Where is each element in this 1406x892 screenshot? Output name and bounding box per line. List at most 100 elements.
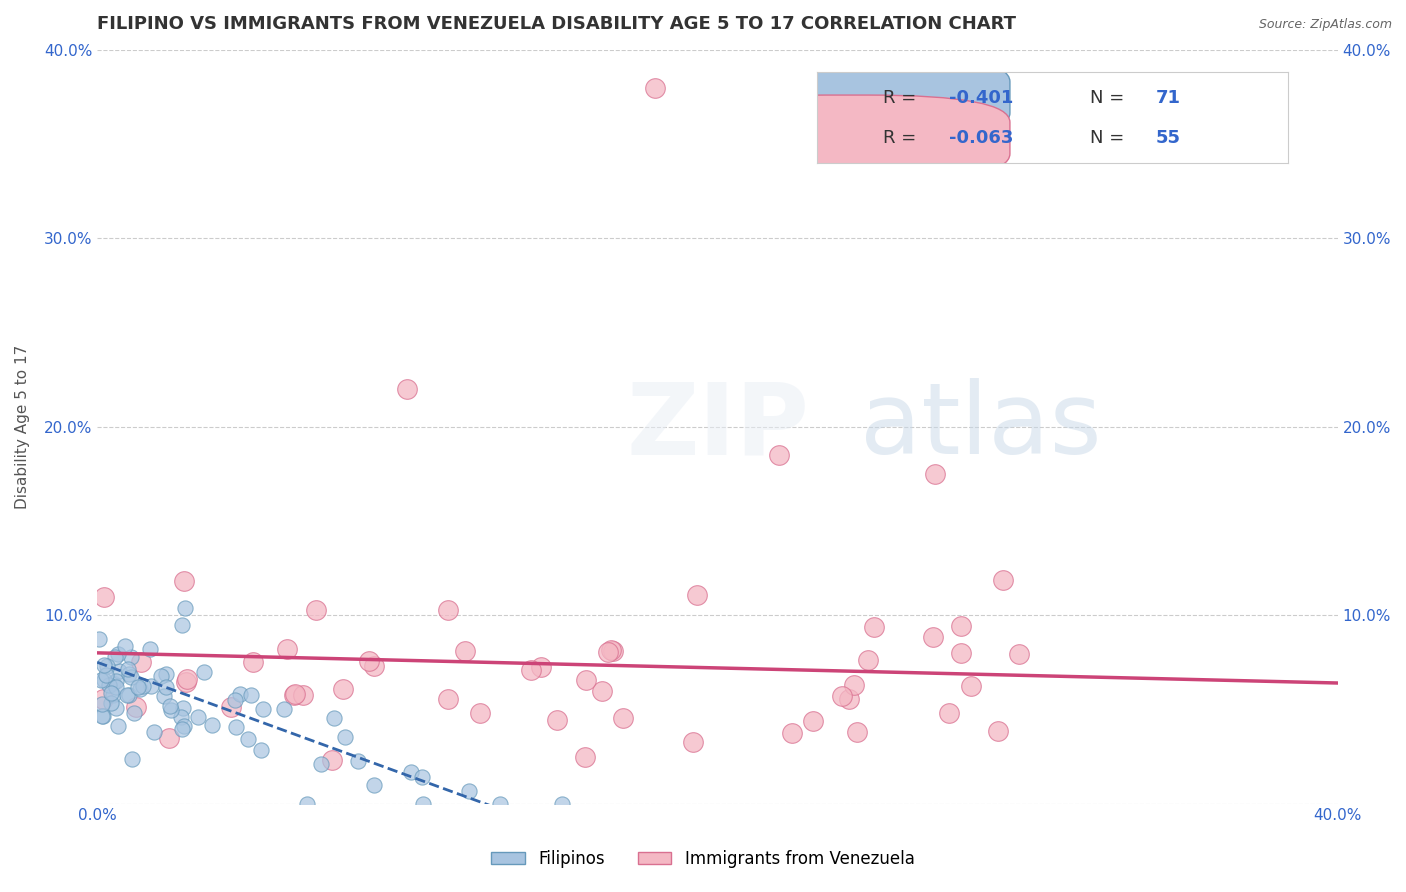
Point xyxy=(176,672,198,686)
Point xyxy=(602,644,624,658)
Point xyxy=(121,752,143,766)
Point xyxy=(1008,647,1031,661)
Point xyxy=(363,778,385,792)
Text: ZIP: ZIP xyxy=(626,378,808,475)
Point xyxy=(239,688,262,702)
Point xyxy=(236,731,259,746)
Point xyxy=(283,688,305,702)
Point xyxy=(600,643,623,657)
Point xyxy=(838,691,860,706)
Point xyxy=(118,666,141,681)
Point xyxy=(295,797,318,811)
Point xyxy=(321,753,343,767)
Point xyxy=(335,730,357,744)
Point xyxy=(129,655,152,669)
Point xyxy=(276,641,298,656)
Point xyxy=(120,649,142,664)
Point xyxy=(105,673,128,688)
Point xyxy=(520,663,543,677)
Point xyxy=(292,688,315,702)
Y-axis label: Disability Age 5 to 17: Disability Age 5 to 17 xyxy=(15,344,30,508)
Point xyxy=(803,714,825,728)
Point xyxy=(159,698,181,713)
Point xyxy=(160,703,183,717)
Point xyxy=(768,448,790,462)
Point xyxy=(938,706,960,720)
Point xyxy=(225,720,247,734)
Point xyxy=(960,679,983,693)
Point xyxy=(530,660,553,674)
Point xyxy=(224,693,246,707)
Point xyxy=(591,684,613,698)
Point xyxy=(173,574,195,588)
Point xyxy=(108,665,131,679)
Point xyxy=(100,686,122,700)
Point xyxy=(93,691,115,706)
Text: Source: ZipAtlas.com: Source: ZipAtlas.com xyxy=(1258,18,1392,31)
Point xyxy=(172,701,194,715)
Point xyxy=(201,718,224,732)
Point xyxy=(780,726,803,740)
Point xyxy=(598,645,620,659)
Point xyxy=(242,655,264,669)
Point xyxy=(399,764,422,779)
Point xyxy=(125,699,148,714)
Point xyxy=(153,689,176,703)
Point xyxy=(686,588,709,602)
Point xyxy=(107,647,129,661)
Point xyxy=(128,681,150,696)
Point xyxy=(174,675,197,690)
Point xyxy=(118,688,141,702)
Point xyxy=(993,573,1015,587)
Point xyxy=(120,670,142,684)
Point xyxy=(93,673,115,687)
Point xyxy=(842,678,865,692)
Point xyxy=(101,676,124,690)
Point xyxy=(987,724,1010,739)
Point xyxy=(155,680,177,694)
Point xyxy=(139,641,162,656)
Point xyxy=(104,650,127,665)
Point xyxy=(187,710,209,724)
Point xyxy=(831,689,853,703)
Point xyxy=(101,688,124,702)
Point xyxy=(489,797,512,811)
Point xyxy=(193,665,215,679)
Point xyxy=(332,681,354,696)
Point xyxy=(98,678,121,692)
Point xyxy=(149,669,172,683)
Point xyxy=(89,673,111,687)
Point xyxy=(612,711,634,725)
Point xyxy=(172,617,194,632)
Point xyxy=(250,743,273,757)
Point xyxy=(437,603,460,617)
Point xyxy=(644,80,666,95)
Point xyxy=(412,797,434,811)
Legend: Filipinos, Immigrants from Venezuela: Filipinos, Immigrants from Venezuela xyxy=(485,844,921,875)
Point xyxy=(90,697,112,711)
Point xyxy=(396,382,419,396)
Point xyxy=(122,706,145,720)
Point xyxy=(105,680,128,694)
Point xyxy=(437,692,460,706)
Point xyxy=(107,719,129,733)
Point xyxy=(347,754,370,768)
Point xyxy=(91,709,114,723)
Point xyxy=(170,723,193,737)
Point xyxy=(551,797,574,811)
Point xyxy=(219,700,242,714)
Point xyxy=(142,725,165,739)
Point xyxy=(458,784,481,798)
Point xyxy=(863,620,886,634)
Point xyxy=(682,735,704,749)
Point xyxy=(174,601,197,615)
Point xyxy=(104,701,127,715)
Point xyxy=(273,702,295,716)
Point xyxy=(284,687,307,701)
Point xyxy=(170,710,193,724)
Point xyxy=(252,702,274,716)
Point xyxy=(90,708,112,723)
Point xyxy=(950,646,973,660)
Point xyxy=(132,679,155,693)
Point xyxy=(922,630,945,644)
